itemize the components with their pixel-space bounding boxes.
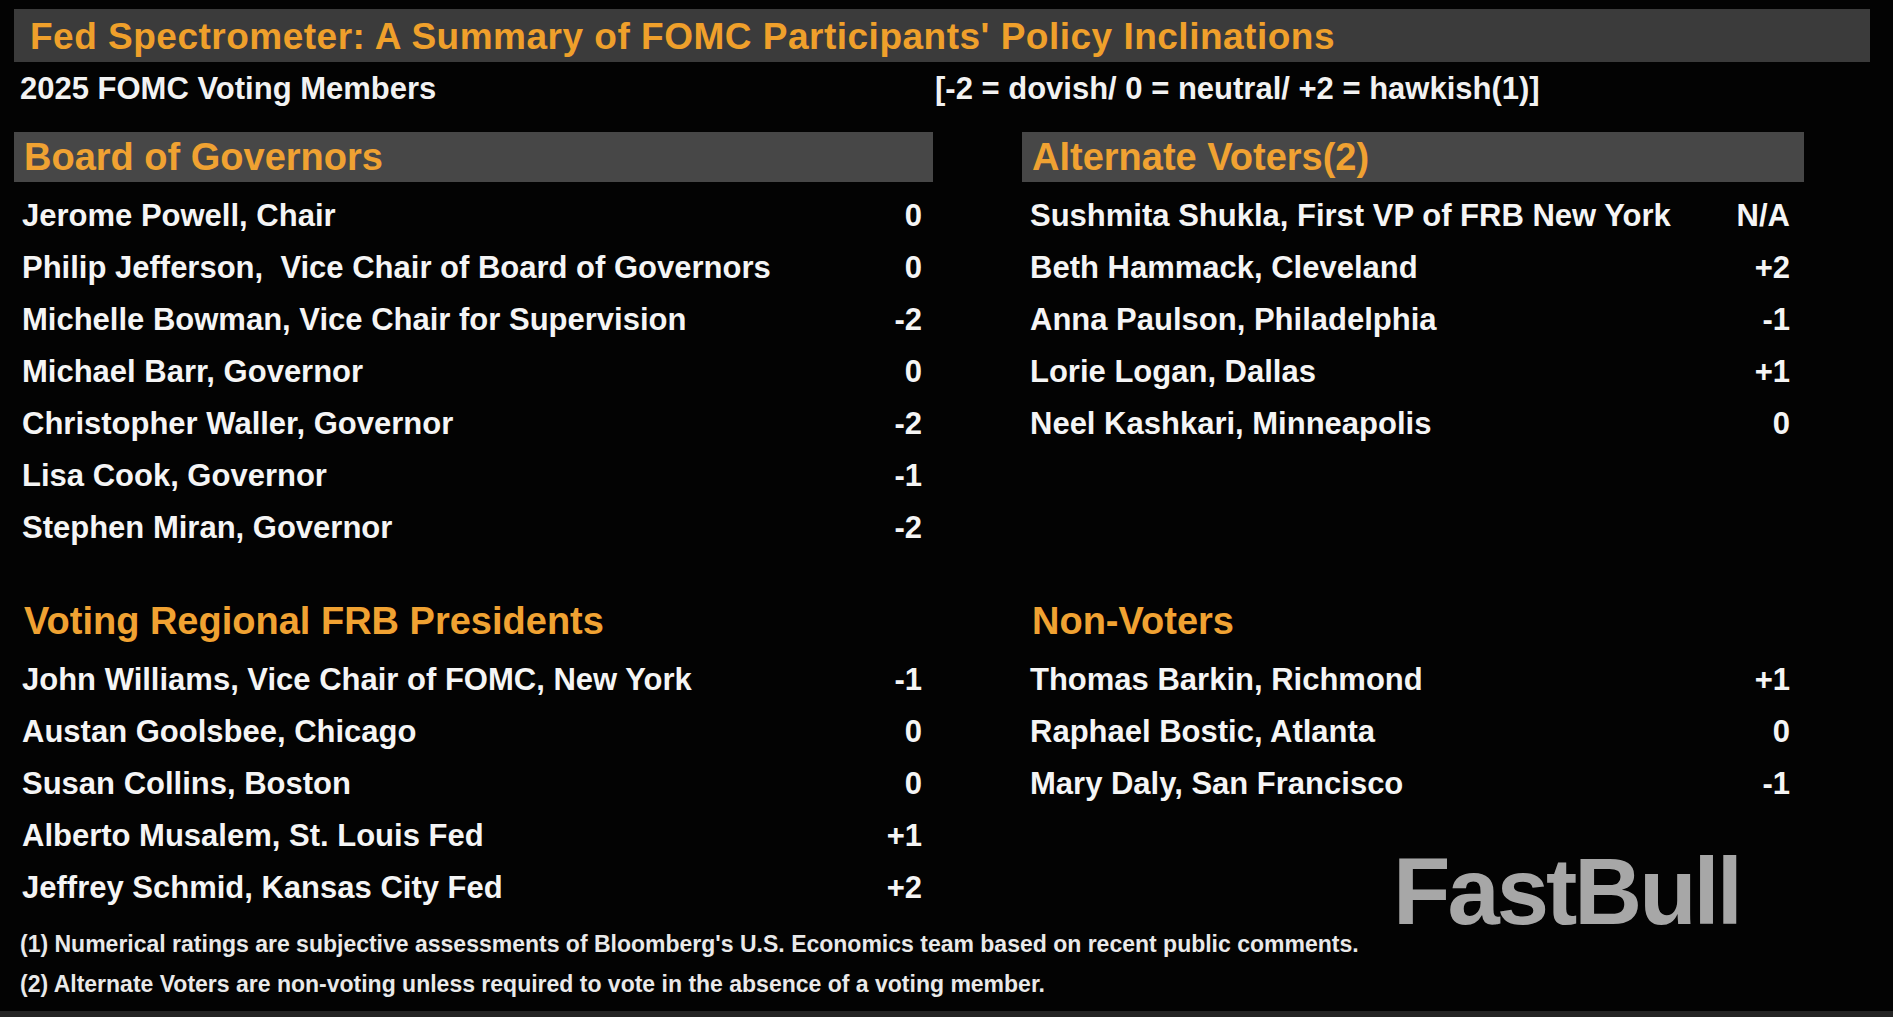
- member-rating: -2: [894, 406, 933, 442]
- member-name: Mary Daly, San Francisco: [1022, 766, 1762, 802]
- subtitle-row: 2025 FOMC Voting Members [-2 = dovish/ 0…: [0, 64, 1893, 114]
- member-row: Philip Jefferson, Vice Chair of Board of…: [14, 242, 933, 294]
- footnote-2: (2) Alternate Voters are non-voting unle…: [20, 971, 1045, 998]
- member-name: Alberto Musalem, St. Louis Fed: [14, 818, 887, 854]
- member-rating: -2: [894, 302, 933, 338]
- fed-spectrometer-infographic: Fed Spectrometer: A Summary of FOMC Part…: [0, 0, 1893, 1017]
- member-rating: 0: [1773, 714, 1804, 750]
- member-name: Philip Jefferson, Vice Chair of Board of…: [14, 250, 905, 286]
- member-row: Anna Paulson, Philadelphia-1: [1022, 294, 1804, 346]
- member-rating: -1: [1762, 302, 1804, 338]
- member-rating: +2: [1755, 250, 1804, 286]
- section-rows: John Williams, Vice Chair of FOMC, New Y…: [14, 654, 933, 914]
- section-rows: Sushmita Shukla, First VP of FRB New Yor…: [1022, 190, 1804, 450]
- member-rating: +1: [1755, 662, 1804, 698]
- fastbull-logo: FastBull: [1393, 838, 1740, 946]
- member-row: Alberto Musalem, St. Louis Fed+1: [14, 810, 933, 862]
- member-name: John Williams, Vice Chair of FOMC, New Y…: [14, 662, 894, 698]
- bottom-edge-strip: [0, 1011, 1893, 1017]
- section-title: Non-Voters: [1022, 596, 1804, 646]
- member-row: Beth Hammack, Cleveland+2: [1022, 242, 1804, 294]
- member-rating: +1: [1755, 354, 1804, 390]
- member-name: Michael Barr, Governor: [14, 354, 905, 390]
- member-rating: -2: [894, 510, 933, 546]
- member-row: Michael Barr, Governor0: [14, 346, 933, 398]
- member-row: Susan Collins, Boston0: [14, 758, 933, 810]
- member-rating: 0: [905, 198, 933, 234]
- member-rating: +1: [887, 818, 933, 854]
- title-band: Fed Spectrometer: A Summary of FOMC Part…: [14, 9, 1870, 62]
- member-row: Thomas Barkin, Richmond+1: [1022, 654, 1804, 706]
- section-title: Board of Governors: [14, 132, 933, 182]
- member-name: Thomas Barkin, Richmond: [1022, 662, 1755, 698]
- section-alternate-voters: Alternate Voters(2) Sushmita Shukla, Fir…: [1022, 132, 1804, 450]
- member-row: Michelle Bowman, Vice Chair for Supervis…: [14, 294, 933, 346]
- member-rating: 0: [905, 250, 933, 286]
- member-rating: N/A: [1737, 198, 1804, 234]
- section-voting-regional-presidents: Voting Regional FRB Presidents John Will…: [14, 596, 933, 914]
- member-row: Sushmita Shukla, First VP of FRB New Yor…: [1022, 190, 1804, 242]
- member-name: Stephen Miran, Governor: [14, 510, 894, 546]
- member-row: Stephen Miran, Governor-2: [14, 502, 933, 554]
- section-rows: Jerome Powell, Chair0Philip Jefferson, V…: [14, 190, 933, 554]
- member-row: Neel Kashkari, Minneapolis0: [1022, 398, 1804, 450]
- member-row: Raphael Bostic, Atlanta0: [1022, 706, 1804, 758]
- member-name: Neel Kashkari, Minneapolis: [1022, 406, 1773, 442]
- member-name: Lorie Logan, Dallas: [1022, 354, 1755, 390]
- member-row: Lorie Logan, Dallas+1: [1022, 346, 1804, 398]
- member-rating: -1: [894, 458, 933, 494]
- page-title: Fed Spectrometer: A Summary of FOMC Part…: [14, 9, 1870, 64]
- member-name: Susan Collins, Boston: [14, 766, 905, 802]
- section-rows: Thomas Barkin, Richmond+1Raphael Bostic,…: [1022, 654, 1804, 810]
- section-non-voters: Non-Voters Thomas Barkin, Richmond+1Raph…: [1022, 596, 1804, 810]
- member-rating: -1: [1762, 766, 1804, 802]
- member-rating: 0: [1773, 406, 1804, 442]
- member-rating: 0: [905, 714, 933, 750]
- member-name: Christopher Waller, Governor: [14, 406, 894, 442]
- member-name: Raphael Bostic, Atlanta: [1022, 714, 1773, 750]
- member-rating: -1: [894, 662, 933, 698]
- member-name: Austan Goolsbee, Chicago: [14, 714, 905, 750]
- section-title: Voting Regional FRB Presidents: [14, 596, 933, 646]
- section-title: Alternate Voters(2): [1022, 132, 1804, 182]
- subtitle-rating-legend: [-2 = dovish/ 0 = neutral/ +2 = hawkish(…: [935, 64, 1540, 114]
- member-name: Sushmita Shukla, First VP of FRB New Yor…: [1022, 198, 1737, 234]
- member-name: Anna Paulson, Philadelphia: [1022, 302, 1762, 338]
- member-rating: 0: [905, 354, 933, 390]
- member-rating: +2: [887, 870, 933, 906]
- member-row: Austan Goolsbee, Chicago0: [14, 706, 933, 758]
- member-row: Jeffrey Schmid, Kansas City Fed+2: [14, 862, 933, 914]
- member-name: Michelle Bowman, Vice Chair for Supervis…: [14, 302, 894, 338]
- footnote-1: (1) Numerical ratings are subjective ass…: [20, 931, 1359, 958]
- member-name: Beth Hammack, Cleveland: [1022, 250, 1755, 286]
- member-rating: 0: [905, 766, 933, 802]
- member-row: Mary Daly, San Francisco-1: [1022, 758, 1804, 810]
- subtitle-voting-members: 2025 FOMC Voting Members: [20, 64, 436, 114]
- section-board-of-governors: Board of Governors Jerome Powell, Chair0…: [14, 132, 933, 554]
- member-name: Lisa Cook, Governor: [14, 458, 894, 494]
- member-row: Christopher Waller, Governor-2: [14, 398, 933, 450]
- member-row: Jerome Powell, Chair0: [14, 190, 933, 242]
- member-name: Jerome Powell, Chair: [14, 198, 905, 234]
- member-row: John Williams, Vice Chair of FOMC, New Y…: [14, 654, 933, 706]
- member-row: Lisa Cook, Governor-1: [14, 450, 933, 502]
- member-name: Jeffrey Schmid, Kansas City Fed: [14, 870, 887, 906]
